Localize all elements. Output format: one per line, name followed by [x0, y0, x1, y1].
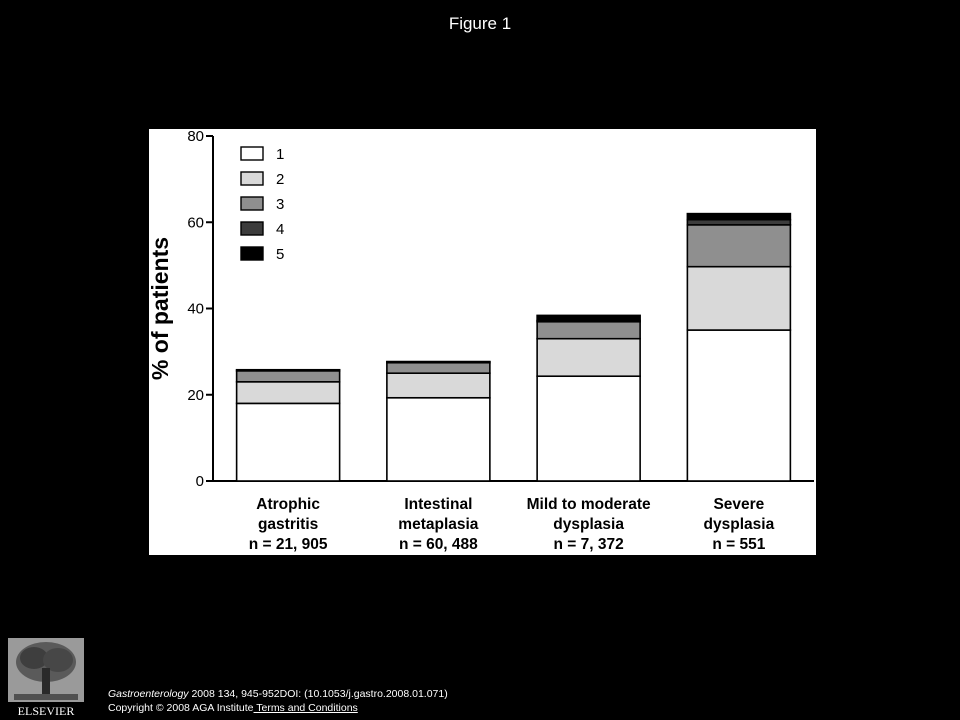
y-tick-label: 20 [187, 387, 204, 404]
stacked-bar-chart: 0 20 40 60 80 % of patients 1 2 3 4 5 Atrophic gas… [149, 129, 814, 553]
y-tick-label: 60 [187, 214, 204, 231]
bar-segment [536, 375, 641, 482]
legend-label: 1 [276, 146, 284, 163]
y-tick-label: 0 [196, 473, 204, 490]
bar-segment [386, 396, 491, 482]
copyright-line: Copyright © 2008 AGA Institute Terms and… [108, 701, 448, 715]
bar-segment [235, 369, 341, 383]
logo-text: ELSEVIER [18, 704, 75, 718]
bar-segment [536, 314, 641, 322]
bar-segment [686, 329, 792, 482]
elsevier-tree-icon: ELSEVIER [8, 638, 84, 718]
legend-swatch [240, 246, 264, 261]
legend-label: 5 [276, 246, 284, 263]
bar-segment [235, 368, 341, 372]
bar-segment [386, 361, 491, 374]
legend-label: 2 [276, 171, 284, 188]
x-category-label: metaplasia [398, 516, 479, 533]
bar-segment [686, 212, 792, 221]
bar-segment [386, 372, 491, 399]
legend-swatch [240, 146, 264, 161]
chart-panel: 0 20 40 60 80 % of patients 1 2 3 4 5 Atrophic gas… [149, 129, 816, 555]
x-category-label: n = 551 [712, 536, 765, 553]
x-category-label: gastritis [258, 516, 318, 533]
y-axis-label: % of patients [149, 237, 173, 380]
legend-swatch [240, 196, 264, 211]
x-category-label: n = 7, 372 [554, 536, 624, 553]
bar-segment [686, 265, 792, 331]
x-category-label: Severe [713, 496, 764, 513]
bar-segment [536, 320, 641, 340]
x-category-label: Atrophic [256, 496, 320, 513]
x-category-label: dysplasia [553, 516, 624, 533]
figure-title: Figure 1 [448, 14, 512, 33]
bar-segment [235, 402, 341, 482]
footer-citation: Gastroenterology 2008 134, 945-952DOI: (… [108, 687, 448, 715]
copyright-text: Copyright © 2008 AGA Institute [108, 702, 254, 714]
x-category-label: Intestinal [404, 496, 472, 513]
y-tick-label: 40 [187, 301, 204, 318]
journal-name: Gastroenterology [108, 688, 189, 700]
y-tick-label: 80 [187, 129, 204, 145]
x-category-label: n = 21, 905 [249, 536, 328, 553]
bar-segment [386, 360, 491, 364]
terms-link[interactable]: Terms and Conditions [253, 702, 358, 714]
legend-label: 4 [276, 221, 284, 238]
citation-text: 2008 134, 945-952DOI: (10.1053/j.gastro.… [188, 688, 448, 700]
x-category-label: n = 60, 488 [399, 536, 478, 553]
legend-swatch [240, 221, 264, 236]
bar-segment [536, 337, 641, 378]
legend-label: 3 [276, 196, 284, 213]
x-category-label: Mild to moderate [527, 496, 651, 513]
bar-segment [686, 224, 792, 268]
bar-segment [235, 381, 341, 405]
x-category-label: dysplasia [704, 516, 775, 533]
legend-swatch [240, 171, 264, 186]
citation-line: Gastroenterology 2008 134, 945-952DOI: (… [108, 687, 448, 701]
